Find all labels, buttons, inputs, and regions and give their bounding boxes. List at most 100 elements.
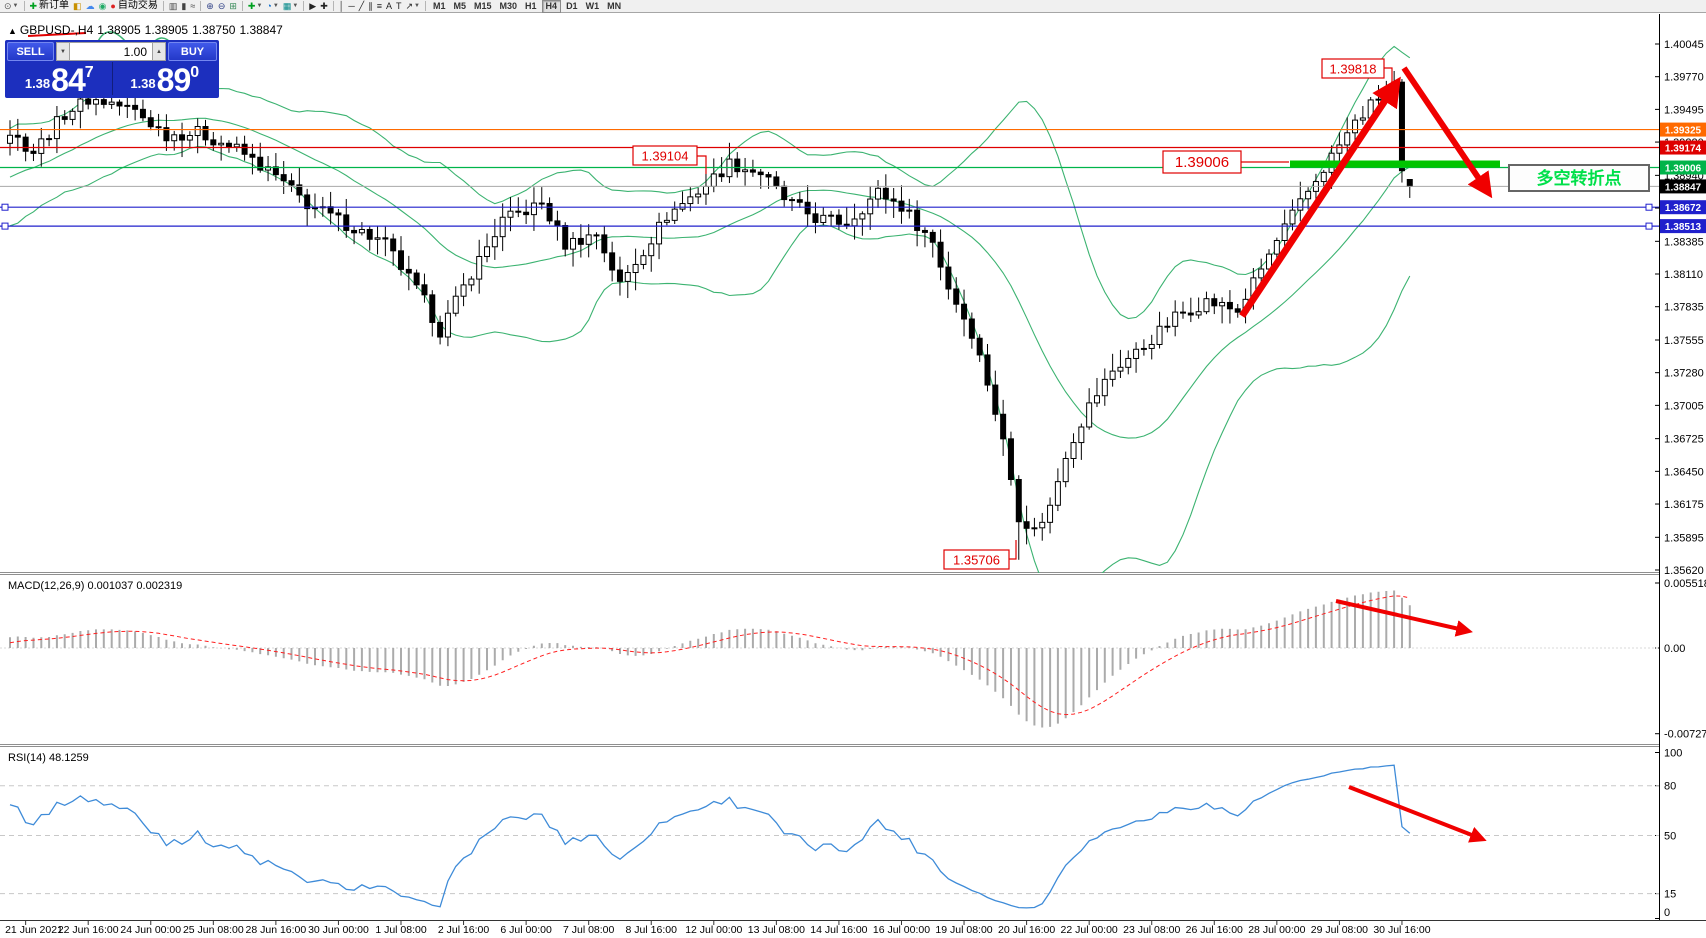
text-label-icon[interactable]: T <box>395 1 402 11</box>
ask-price[interactable]: 1.38 89 0 <box>111 62 218 98</box>
svg-text:100: 100 <box>1664 748 1682 760</box>
periods-icon[interactable]: ◔ ▼ <box>266 1 279 11</box>
symbol-period: GBPUSD-,H4 <box>19 23 94 37</box>
volume-input[interactable]: 1.00 <box>70 42 152 61</box>
text-icon[interactable]: A <box>385 1 392 11</box>
svg-text:1.40045: 1.40045 <box>1664 39 1704 51</box>
svg-text:22 Jun 16:00: 22 Jun 16:00 <box>58 924 119 936</box>
svg-text:28 Jul 00:00: 28 Jul 00:00 <box>1248 924 1305 936</box>
svg-text:1.39174: 1.39174 <box>1665 144 1702 155</box>
svg-text:2 Jul 16:00: 2 Jul 16:00 <box>438 924 490 936</box>
timeframe-d1[interactable]: D1 <box>566 0 578 11</box>
svg-text:1.35620: 1.35620 <box>1664 565 1704 577</box>
trendline-icon[interactable]: ╱ <box>358 1 365 11</box>
svg-text:1.35895: 1.35895 <box>1664 532 1704 544</box>
autotrading-button[interactable]: ● 自动交易 <box>110 0 158 11</box>
macd-down-arrow[interactable] <box>1335 599 1473 637</box>
svg-text:1 Jul 08:00: 1 Jul 08:00 <box>375 924 427 936</box>
sell-button[interactable]: SELL <box>7 42 54 61</box>
svg-text:15: 15 <box>1664 889 1676 901</box>
bar-chart-icon[interactable]: ▥ <box>168 1 178 11</box>
cursor-icon[interactable]: ▶ <box>309 1 317 11</box>
rsi-line <box>9 764 1411 909</box>
zoom-out-icon[interactable]: ⊖ <box>217 1 226 11</box>
hand-scribble <box>27 32 87 37</box>
arrows-icon[interactable]: ↗ ▼ <box>405 1 420 11</box>
bollinger-upper <box>9 45 1411 320</box>
horizontal-line-icon[interactable]: ─ <box>348 1 355 11</box>
equidistant-channel-icon[interactable]: ∥ <box>368 1 373 11</box>
fibonacci-icon[interactable]: ≡ <box>376 1 382 11</box>
timeframe-m30[interactable]: M30 <box>499 0 518 11</box>
volume-decrease-button[interactable]: ▼ <box>56 42 70 61</box>
svg-text:0.005518: 0.005518 <box>1664 578 1706 590</box>
ask-sup: 0 <box>190 64 200 81</box>
svg-text:28 Jun 16:00: 28 Jun 16:00 <box>246 924 307 936</box>
svg-text:30 Jul 16:00: 30 Jul 16:00 <box>1373 924 1430 936</box>
bid-price[interactable]: 1.38 84 7 <box>7 62 112 96</box>
timeframe-mn[interactable]: MN <box>607 0 622 11</box>
hline-handle[interactable] <box>1645 203 1653 211</box>
symbol-search-icon[interactable]: ⊙ ▼ <box>4 1 19 11</box>
timeframe-m15[interactable]: M15 <box>474 0 492 11</box>
hline-handle[interactable] <box>1 222 9 230</box>
bollinger-lower <box>9 146 1411 573</box>
svg-text:-0.007276: -0.007276 <box>1664 729 1706 741</box>
hline-handle[interactable] <box>1 203 9 211</box>
volume-spinner: ▼ 1.00 ▲ <box>56 42 166 61</box>
toolbar-separator <box>162 1 164 11</box>
timeframe-m5[interactable]: M5 <box>453 0 466 11</box>
collapse-icon[interactable]: ▲ <box>8 26 17 36</box>
price-label-box[interactable] <box>943 549 1010 570</box>
crosshair-icon[interactable]: ✚ <box>320 1 328 11</box>
svg-text:26 Jul 16:00: 26 Jul 16:00 <box>1186 924 1243 936</box>
price-label-box[interactable] <box>1162 150 1242 174</box>
timeframe-w1[interactable]: W1 <box>585 0 600 11</box>
hline-handle[interactable] <box>1645 222 1653 230</box>
price-label-box[interactable] <box>632 145 698 166</box>
svg-text:1.39006: 1.39006 <box>1175 154 1229 171</box>
toolbar-separator <box>23 1 25 11</box>
svg-text:1.38513: 1.38513 <box>1665 222 1702 233</box>
note-text: 多空转折点 <box>1537 168 1622 188</box>
buy-button[interactable]: BUY <box>168 42 217 61</box>
rsi-down-arrow[interactable] <box>1348 785 1487 843</box>
volume-increase-button[interactable]: ▲ <box>152 42 166 61</box>
ohlc-low: 1.38750 <box>192 23 236 37</box>
line-chart-icon[interactable]: ≈ <box>190 1 196 11</box>
tile-windows-icon[interactable]: ⊞ <box>229 1 237 11</box>
macd-pane <box>0 590 1659 728</box>
timeframe-m1[interactable]: M1 <box>432 0 446 11</box>
zoom-in-icon[interactable]: ⊕ <box>206 1 214 11</box>
indicators-icon[interactable]: ✚ ▼ <box>247 1 263 11</box>
vertical-line-icon[interactable]: │ <box>338 1 345 11</box>
note-box[interactable] <box>1508 164 1650 192</box>
new-order-button[interactable]: ✚ 新订单 <box>29 0 70 11</box>
svg-text:1.37555: 1.37555 <box>1664 335 1704 347</box>
svg-text:1.38672: 1.38672 <box>1665 203 1702 214</box>
ohlc-close: 1.38847 <box>239 23 283 37</box>
timeframe-h1[interactable]: H1 <box>525 0 537 11</box>
timeframe-h4[interactable]: H4 <box>541 0 562 13</box>
community-icon[interactable]: ☁ <box>85 1 95 11</box>
toolbar-separator <box>332 1 334 11</box>
ask-big: 89 <box>156 62 192 98</box>
bid-small: 1.38 <box>24 76 51 91</box>
svg-text:1.37005: 1.37005 <box>1664 400 1704 412</box>
price-axis[interactable]: 1.400451.397701.394951.392201.389401.386… <box>1655 39 1706 919</box>
main-price-pane <box>7 45 1413 573</box>
rally-arrow[interactable] <box>1239 76 1401 318</box>
price-label-box[interactable] <box>1321 58 1385 79</box>
svg-text:25 Jun 08:00: 25 Jun 08:00 <box>183 924 244 936</box>
templates-icon[interactable]: ▦ ▼ <box>282 1 299 11</box>
ask-small: 1.38 <box>130 76 156 91</box>
svg-text:29 Jul 08:00: 29 Jul 08:00 <box>1311 924 1368 936</box>
reversal-arrow[interactable] <box>1401 66 1493 199</box>
signal-icon[interactable]: ◉ <box>98 1 107 11</box>
svg-text:7 Jul 08:00: 7 Jul 08:00 <box>563 924 615 936</box>
candlestick-chart-icon[interactable]: ▮ <box>181 1 187 11</box>
market-watch-icon[interactable]: ◧ <box>73 1 82 11</box>
svg-text:21 Jun 2021: 21 Jun 2021 <box>5 924 63 936</box>
